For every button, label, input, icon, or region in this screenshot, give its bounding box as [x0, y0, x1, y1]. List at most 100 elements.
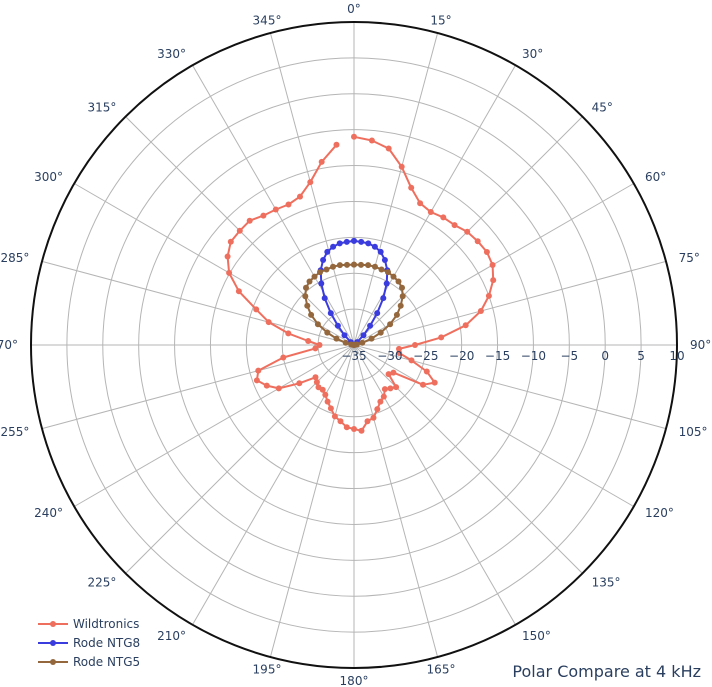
angular-tick-label: 105°	[679, 425, 708, 439]
data-point	[296, 380, 303, 387]
angular-tick-label: 330°	[157, 47, 186, 61]
data-point	[297, 193, 303, 200]
data-point	[343, 238, 350, 245]
data-point	[305, 338, 312, 344]
data-point	[334, 322, 341, 329]
data-point	[324, 329, 331, 336]
angular-tick-label: 0°	[347, 2, 361, 16]
data-point	[253, 377, 260, 384]
data-point	[333, 141, 340, 148]
angular-tick-label: 15°	[430, 13, 451, 27]
data-point	[226, 269, 233, 276]
angular-gridline	[41, 344, 355, 430]
data-point	[399, 284, 405, 291]
data-point	[351, 261, 357, 268]
angular-gridline	[353, 344, 516, 625]
angular-gridline	[353, 344, 667, 430]
data-point	[358, 261, 364, 268]
angular-tick-label: 45°	[592, 100, 613, 114]
angular-tick-label: 90°	[690, 338, 711, 352]
data-point	[390, 369, 397, 376]
data-point	[348, 341, 355, 348]
data-point	[397, 302, 404, 309]
data-point	[351, 426, 357, 432]
angular-tick-label: 180°	[340, 674, 369, 687]
data-point	[324, 248, 331, 255]
data-point	[380, 393, 387, 400]
angular-tick-label: 135°	[592, 576, 621, 590]
radial-tick-label: 0	[601, 349, 609, 363]
angular-tick-label: 195°	[253, 663, 282, 677]
data-point	[365, 262, 372, 269]
data-point	[303, 284, 309, 291]
radial-tick-label: 5	[637, 349, 645, 363]
data-point	[474, 238, 481, 245]
data-point	[387, 321, 394, 328]
angular-tick-label: 150°	[522, 629, 551, 643]
legend-item[interactable]: Wildtronics	[38, 617, 139, 631]
angular-tick-label: 285°	[0, 251, 29, 265]
data-point	[408, 184, 415, 191]
data-point	[462, 322, 469, 329]
radial-tick-label: −10	[521, 349, 546, 363]
data-point	[489, 262, 496, 268]
data-point	[393, 311, 400, 318]
data-point	[372, 263, 378, 270]
data-point	[280, 354, 287, 361]
legend-swatch-marker	[50, 621, 56, 627]
data-point	[307, 179, 314, 186]
data-point	[483, 249, 490, 255]
data-point	[343, 424, 350, 431]
data-point	[330, 263, 336, 270]
data-point	[398, 163, 405, 170]
data-point	[318, 158, 325, 165]
angular-gridline	[269, 32, 355, 346]
data-point	[399, 293, 406, 300]
data-point	[304, 302, 311, 309]
data-point	[390, 273, 397, 280]
angular-gridline	[74, 344, 355, 507]
data-point	[306, 278, 313, 285]
series-wildtronics	[224, 133, 497, 434]
data-point	[331, 413, 338, 420]
data-point	[246, 217, 253, 224]
angular-gridline	[353, 32, 439, 346]
data-point	[427, 209, 434, 215]
data-point	[477, 308, 484, 314]
data-point	[260, 212, 267, 219]
data-point	[368, 335, 375, 342]
data-point	[374, 406, 381, 413]
data-point	[321, 295, 328, 302]
angular-tick-label: 60°	[645, 170, 666, 184]
data-point	[227, 238, 234, 245]
data-point	[358, 238, 365, 245]
data-point	[265, 319, 272, 326]
data-point	[275, 385, 282, 392]
data-point	[358, 427, 365, 434]
data-point	[253, 306, 260, 313]
legend-item[interactable]: Rode NTG8	[38, 636, 140, 650]
data-point	[417, 200, 424, 207]
series-rode-ntg5	[302, 261, 406, 348]
angular-gridline	[353, 344, 634, 507]
data-point	[322, 391, 329, 398]
angular-tick-label: 240°	[34, 506, 63, 520]
data-point	[333, 335, 340, 342]
angular-tick-label: 75°	[679, 251, 700, 265]
data-point	[315, 384, 322, 391]
angular-tick-label: 255°	[0, 425, 29, 439]
data-point	[370, 414, 377, 421]
data-point	[285, 201, 292, 208]
data-point	[324, 398, 331, 405]
data-point	[377, 248, 384, 255]
data-point	[359, 339, 366, 346]
data-point	[337, 418, 344, 425]
data-point	[311, 273, 318, 280]
data-point	[308, 311, 315, 318]
legend[interactable]: Wildtronics Rode NTG8 Rode NTG5	[38, 617, 140, 669]
data-point	[385, 269, 391, 276]
series-layer	[224, 133, 497, 434]
legend-label: Rode NTG5	[73, 655, 140, 669]
legend-item[interactable]: Rode NTG5	[38, 655, 140, 669]
